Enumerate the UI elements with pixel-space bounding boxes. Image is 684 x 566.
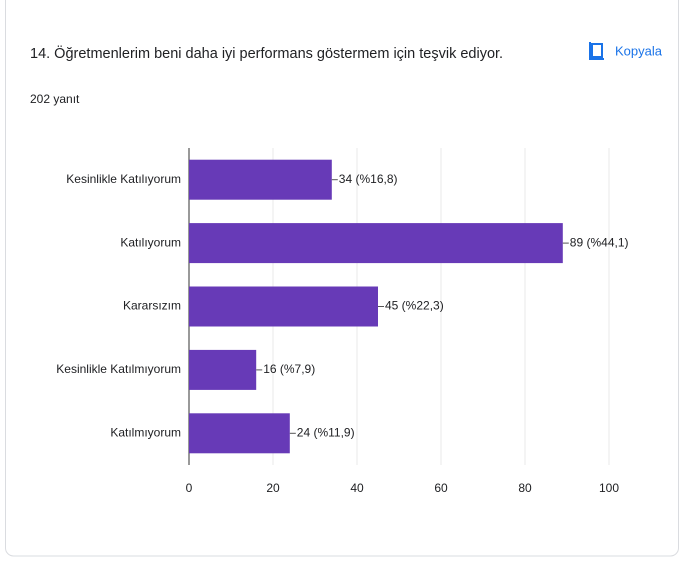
- data-label: 89 (%44,1): [570, 235, 629, 249]
- copy-icon: [591, 43, 603, 58]
- y-tick-label: Kesinlikle Katılıyorum: [66, 172, 181, 186]
- copy-label[interactable]: Kopyala: [615, 43, 663, 58]
- bar: [189, 286, 378, 327]
- data-label: 16 (%7,9): [263, 362, 315, 376]
- data-label: 45 (%22,3): [385, 299, 444, 313]
- x-tick-label: 80: [518, 481, 532, 495]
- x-tick-label: 40: [350, 481, 364, 495]
- question-title: 14. Öğretmenlerim beni daha iyi performa…: [30, 44, 503, 62]
- y-tick-label: Kesinlikle Katılmıyorum: [56, 362, 181, 376]
- data-label: 24 (%11,9): [297, 425, 355, 439]
- bar: [189, 349, 257, 390]
- x-tick-label: 0: [186, 481, 193, 495]
- copy-icon: [589, 42, 604, 60]
- bar: [189, 159, 332, 200]
- x-tick-label: 100: [599, 481, 619, 495]
- data-label: 34 (%16,8): [339, 172, 398, 186]
- response-count: 202 yanıt: [30, 92, 80, 106]
- x-tick-label: 60: [434, 481, 448, 495]
- copy-button[interactable]: Kopyala: [589, 42, 663, 60]
- bar: [189, 413, 290, 454]
- bar: [189, 223, 563, 264]
- card: [5, 0, 679, 557]
- y-tick-label: Katılmıyorum: [110, 425, 181, 439]
- x-tick-label: 20: [266, 481, 280, 495]
- y-tick-label: Katılıyorum: [120, 235, 181, 249]
- y-tick-label: Kararsızım: [123, 299, 181, 313]
